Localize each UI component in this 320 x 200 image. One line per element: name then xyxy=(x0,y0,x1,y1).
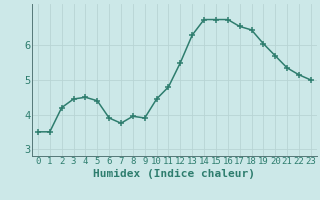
X-axis label: Humidex (Indice chaleur): Humidex (Indice chaleur) xyxy=(93,169,255,179)
